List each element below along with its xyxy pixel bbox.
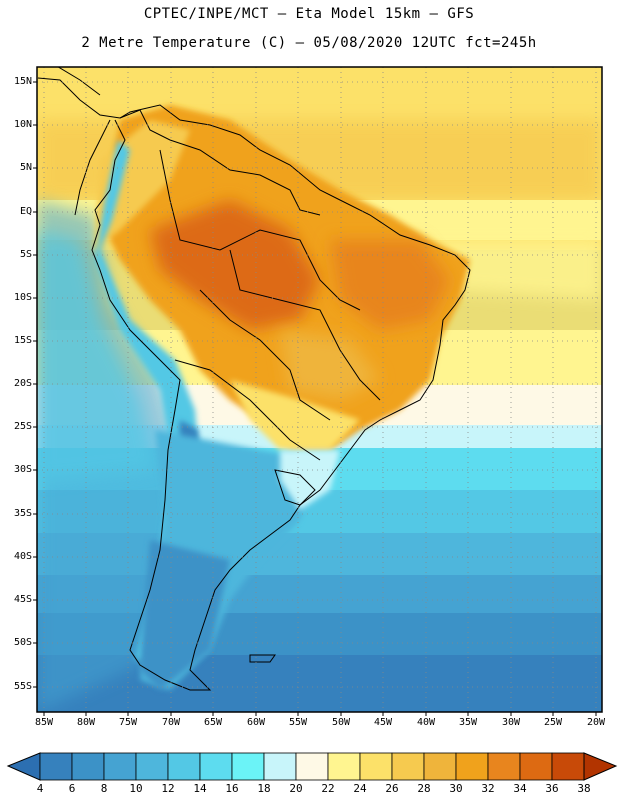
colorbar-label: 14	[193, 782, 207, 795]
colorbar-swatch	[71, 752, 105, 781]
lon-label: 25W	[543, 717, 563, 728]
lon-label: 75W	[118, 717, 138, 728]
colorbar-swatch	[423, 752, 457, 781]
colorbar-swatch	[327, 752, 361, 781]
lon-label: 50W	[331, 717, 351, 728]
colorbar	[6, 752, 618, 781]
lon-label: 20W	[586, 717, 606, 728]
colorbar-high-arrow	[583, 752, 618, 781]
axis-ticks	[33, 81, 597, 716]
lon-label: 85W	[34, 717, 54, 728]
colorbar-label: 38	[577, 782, 591, 795]
colorbar-swatch	[551, 752, 585, 781]
colorbar-swatch	[167, 752, 201, 781]
colorbar-swatch	[295, 752, 329, 781]
map-title: CPTEC/INPE/MCT – Eta Model 15km – GFS	[143, 6, 475, 22]
colorbar-low-arrow	[6, 752, 41, 781]
lat-label: 45S	[13, 594, 32, 605]
lat-label: 10S	[13, 292, 32, 303]
colorbar-label: 32	[481, 782, 495, 795]
lon-label: 55W	[288, 717, 308, 728]
colorbar-swatch	[103, 752, 137, 781]
lat-label: 25S	[13, 421, 32, 432]
lat-label: 15N	[13, 76, 32, 87]
colorbar-swatch	[231, 752, 265, 781]
colorbar-swatch	[199, 752, 233, 781]
colorbar-swatch	[263, 752, 297, 781]
colorbar-label: 18	[257, 782, 271, 795]
colorbar-swatch	[135, 752, 169, 781]
colorbar-label: 36	[545, 782, 559, 795]
lat-label: 55S	[13, 681, 32, 692]
lon-label: 70W	[161, 717, 181, 728]
colorbar-label: 6	[68, 782, 76, 795]
colorbar-label: 30	[449, 782, 463, 795]
lat-label: 10N	[13, 119, 32, 130]
temperature-field	[37, 67, 602, 712]
lon-label: 40W	[416, 717, 436, 728]
lat-label: 30S	[13, 464, 32, 475]
colorbar-label: 10	[129, 782, 143, 795]
lon-label: 60W	[246, 717, 266, 728]
lon-label: 35W	[458, 717, 478, 728]
colorbar-swatch	[519, 752, 553, 781]
colorbar-label: 12	[161, 782, 175, 795]
lat-label: 50S	[13, 637, 32, 648]
coastlines	[37, 67, 471, 691]
colorbar-label: 24	[353, 782, 367, 795]
colorbar-label: 34	[513, 782, 527, 795]
colorbar-label: 16	[225, 782, 239, 795]
colorbar-swatch	[455, 752, 489, 781]
colorbar-swatch	[391, 752, 425, 781]
lat-label: 5S	[19, 249, 32, 260]
lon-label: 45W	[373, 717, 393, 728]
colorbar-label: 20	[289, 782, 303, 795]
lat-label: 35S	[13, 508, 32, 519]
colorbar-label: 22	[321, 782, 335, 795]
grid	[37, 67, 602, 712]
lat-label: 40S	[13, 551, 32, 562]
colorbar-swatch	[487, 752, 521, 781]
lon-label: 65W	[203, 717, 223, 728]
lat-label: 20S	[13, 378, 32, 389]
colorbar-label: 28	[417, 782, 431, 795]
lat-label: EQ	[19, 206, 32, 217]
lat-label: 5N	[19, 162, 32, 173]
lon-label: 80W	[76, 717, 96, 728]
colorbar-label: 26	[385, 782, 399, 795]
lat-label: 15S	[13, 335, 32, 346]
colorbar-swatch	[39, 752, 73, 781]
map-frame	[36, 66, 603, 713]
lon-label: 30W	[501, 717, 521, 728]
colorbar-label: 8	[100, 782, 108, 795]
map-subtitle: 2 Metre Temperature (C) – 05/08/2020 12U…	[81, 35, 537, 51]
colorbar-label: 4	[36, 782, 44, 795]
colorbar-swatch	[359, 752, 393, 781]
